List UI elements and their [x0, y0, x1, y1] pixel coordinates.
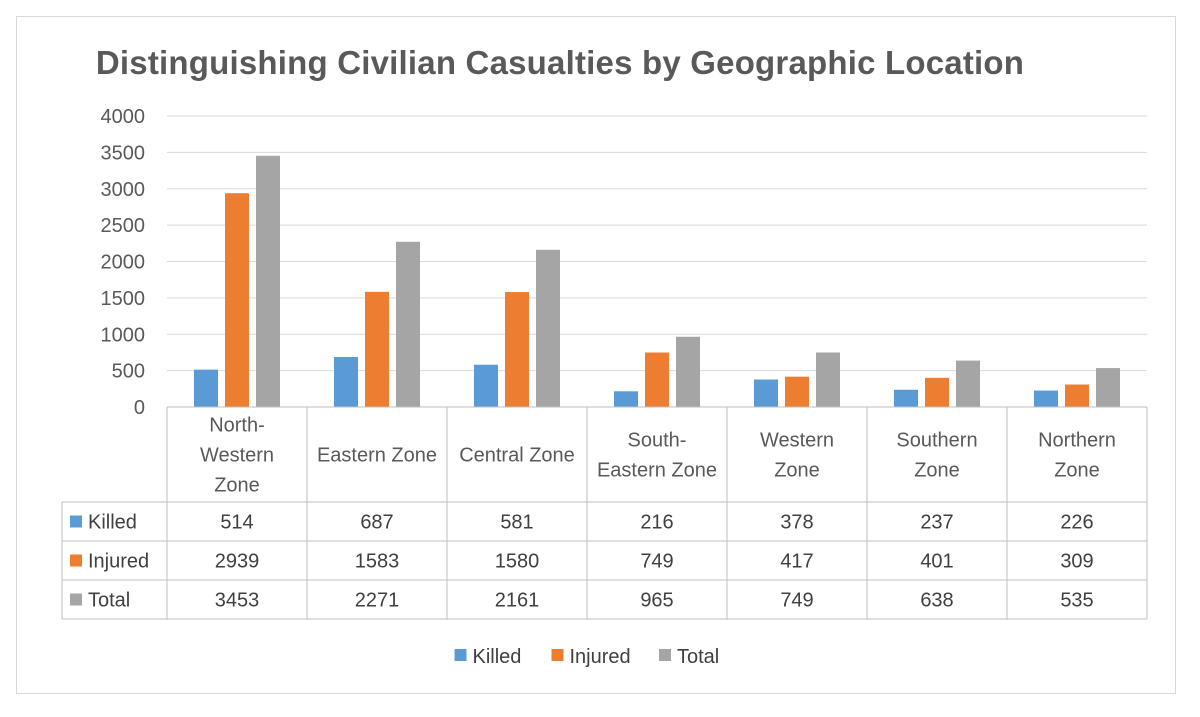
bar-killed [194, 369, 218, 407]
y-tick-label: 3500 [101, 142, 146, 164]
table-legend-key-total [70, 593, 82, 606]
category-label: Zone [1054, 460, 1100, 482]
bar-injured [505, 292, 529, 407]
y-tick-label: 500 [112, 361, 145, 383]
bar-killed [1034, 390, 1058, 407]
table-cell-value: 3453 [215, 590, 260, 612]
table-series-label: Injured [88, 551, 149, 573]
bar-total [676, 336, 700, 407]
bar-killed [894, 389, 918, 407]
bar-total [1096, 368, 1120, 407]
bar-killed [754, 379, 778, 407]
bar-injured [925, 377, 949, 407]
bar-total [536, 249, 560, 407]
table-cell-value: 2161 [495, 590, 540, 612]
bar-total [396, 241, 420, 407]
table-cell-value: 535 [1060, 590, 1093, 612]
category-label: Northern [1038, 430, 1116, 452]
table-cell-value: 638 [920, 590, 953, 612]
legend-label: Total [677, 646, 719, 668]
table-cell-value: 687 [360, 512, 393, 534]
bar-injured [785, 376, 809, 407]
category-label: North- [209, 415, 265, 437]
table-legend-key-injured [70, 554, 82, 567]
bar-total [816, 352, 840, 407]
category-label: Zone [214, 475, 260, 497]
category-label: South- [628, 430, 687, 452]
table-cell-value: 226 [1060, 512, 1093, 534]
category-label: Western [760, 430, 834, 452]
category-label: Western [200, 445, 274, 467]
bar-total [956, 360, 980, 407]
legend-key-killed [454, 649, 467, 661]
bar-injured [645, 352, 669, 407]
bar-killed [614, 391, 638, 407]
bar-killed [334, 357, 358, 407]
y-tick-label: 1500 [101, 288, 146, 310]
y-tick-label: 4000 [101, 106, 146, 128]
category-label: Eastern Zone [597, 460, 717, 482]
table-cell-value: 378 [780, 512, 813, 534]
table-cell-value: 417 [780, 551, 813, 573]
table-series-label: Total [88, 590, 130, 612]
bar-total [256, 155, 280, 407]
table-legend-key-killed [70, 515, 82, 528]
category-label: Eastern Zone [317, 445, 437, 467]
table-cell-value: 965 [640, 590, 673, 612]
legend-label: Injured [570, 646, 631, 668]
table-cell-value: 401 [920, 551, 953, 573]
bar-killed [474, 364, 498, 407]
category-label: Southern [896, 430, 977, 452]
bar-injured [365, 291, 389, 407]
table-cell-value: 749 [640, 551, 673, 573]
category-label: Zone [774, 460, 820, 482]
bar-injured [1065, 384, 1089, 407]
table-cell-value: 2939 [215, 551, 260, 573]
table-cell-value: 1583 [355, 551, 400, 573]
table-cell-value: 2271 [355, 590, 400, 612]
y-tick-label: 1000 [101, 324, 146, 346]
table-cell-value: 216 [640, 512, 673, 534]
table-cell-value: 514 [220, 512, 253, 534]
chart-title: Distinguishing Civilian Casualties by Ge… [95, 44, 1025, 81]
y-tick-label: 2000 [101, 252, 146, 274]
table-cell-value: 1580 [495, 551, 540, 573]
legend-key-total [659, 649, 671, 661]
y-tick-label: 0 [134, 397, 145, 419]
table-cell-value: 237 [920, 512, 953, 534]
y-tick-label: 2500 [101, 215, 146, 237]
category-label: Zone [914, 460, 960, 482]
chart-frame [16, 16, 1176, 694]
table-cell-value: 749 [780, 590, 813, 612]
bar-injured [225, 193, 249, 407]
table-cell-value: 581 [500, 512, 533, 534]
legend-label: Killed [473, 646, 522, 668]
legend-key-injured [551, 649, 564, 661]
table-cell-value: 309 [1060, 551, 1093, 573]
table-series-label: Killed [88, 512, 137, 534]
category-label: Central Zone [459, 445, 575, 467]
y-tick-label: 3000 [101, 179, 146, 201]
